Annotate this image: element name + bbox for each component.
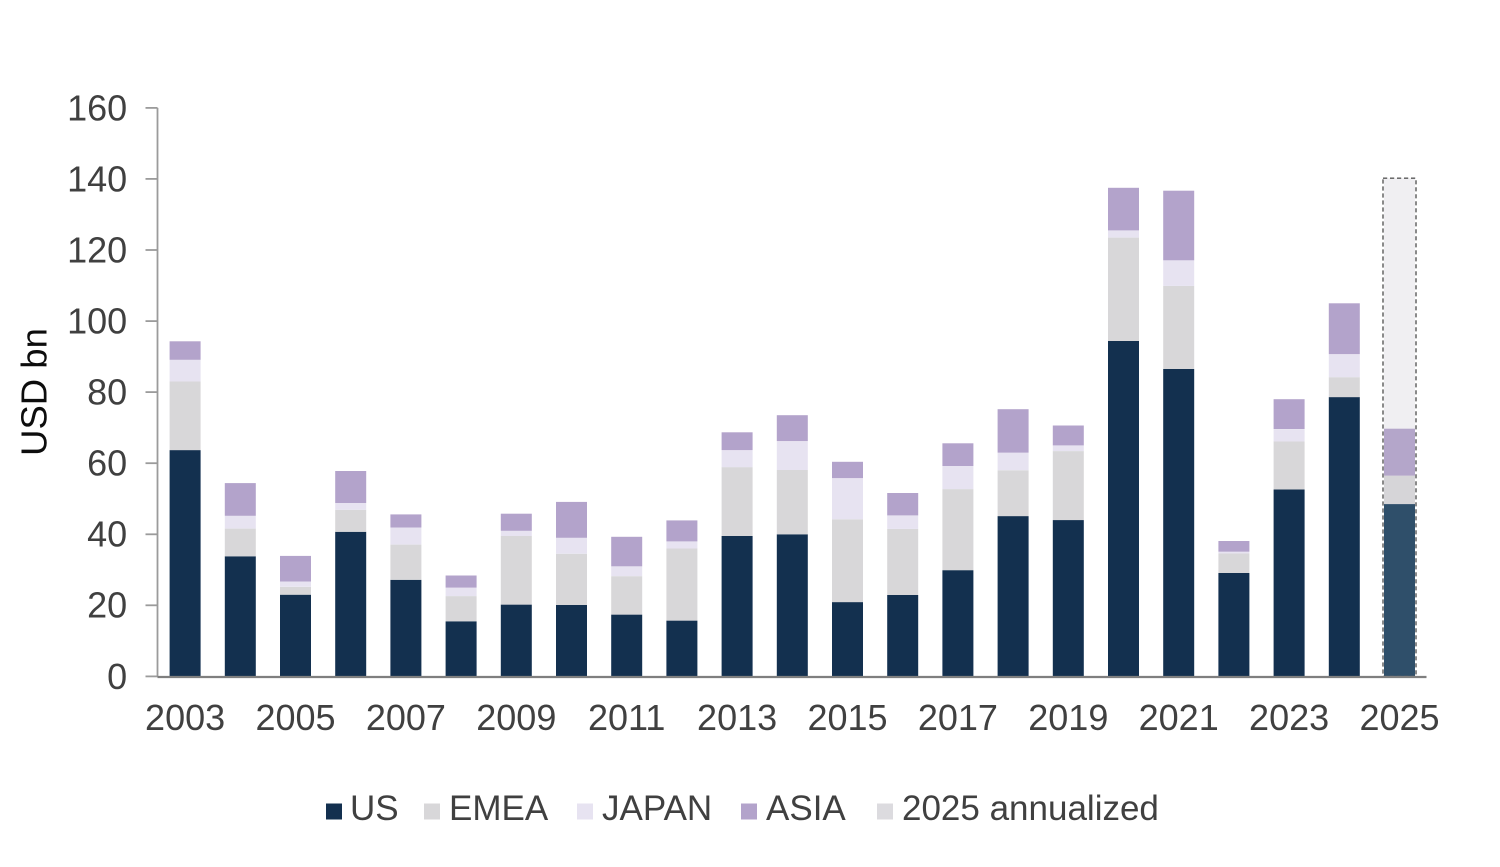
svg-text:2007: 2007 [366, 697, 446, 738]
svg-text:100: 100 [67, 301, 127, 342]
svg-text:40: 40 [87, 514, 127, 555]
svg-text:USD bn: USD bn [14, 328, 55, 456]
svg-text:2017: 2017 [918, 697, 998, 738]
svg-text:2021: 2021 [1139, 697, 1219, 738]
svg-text:ASIA: ASIA [766, 789, 846, 828]
svg-text:2011: 2011 [588, 697, 665, 738]
svg-text:2013: 2013 [697, 697, 777, 738]
svg-text:20: 20 [87, 585, 127, 626]
svg-text:2003: 2003 [145, 697, 225, 738]
svg-text:120: 120 [67, 229, 127, 270]
svg-text:2025 annualized: 2025 annualized [902, 789, 1159, 828]
svg-text:160: 160 [67, 87, 127, 128]
svg-text:0: 0 [107, 656, 127, 697]
svg-text:EMEA: EMEA [449, 789, 549, 828]
svg-text:2005: 2005 [255, 697, 335, 738]
svg-text:2023: 2023 [1249, 697, 1329, 738]
svg-text:140: 140 [67, 158, 127, 199]
svg-text:80: 80 [87, 372, 127, 413]
svg-text:JAPAN: JAPAN [602, 789, 712, 828]
svg-text:2025: 2025 [1359, 697, 1439, 738]
svg-text:2019: 2019 [1028, 697, 1108, 738]
svg-text:US: US [350, 789, 399, 828]
svg-text:2009: 2009 [476, 697, 556, 738]
svg-text:2015: 2015 [807, 697, 887, 738]
svg-text:60: 60 [87, 443, 127, 484]
